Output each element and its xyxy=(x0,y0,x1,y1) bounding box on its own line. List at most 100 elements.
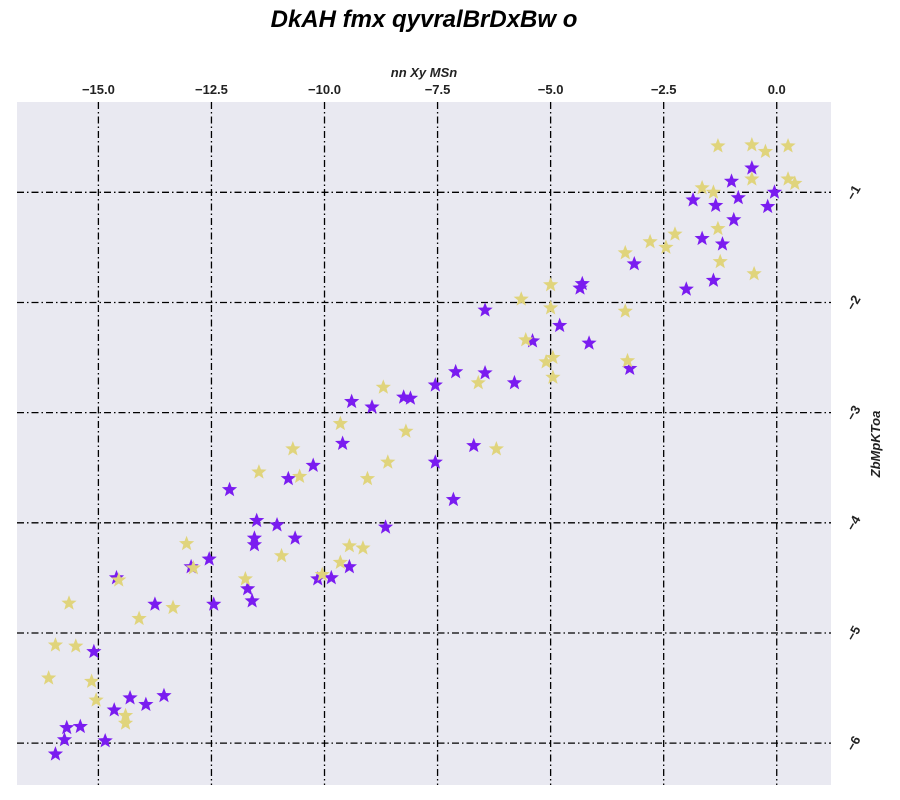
series-2 xyxy=(41,136,803,730)
data-point xyxy=(117,707,134,723)
chart-title: DkAH fmx qyvralBrDxBw o xyxy=(271,6,578,33)
data-point xyxy=(694,230,710,246)
data-point xyxy=(705,184,722,199)
data-point xyxy=(61,595,77,610)
data-point xyxy=(398,423,414,438)
data-point xyxy=(466,437,482,453)
data-point xyxy=(201,551,217,566)
y-axis-label: ZbMpKToa xyxy=(868,411,883,479)
data-point xyxy=(84,673,100,688)
data-point xyxy=(427,454,443,469)
data-points xyxy=(41,136,803,761)
data-point xyxy=(314,566,330,582)
data-point xyxy=(111,572,127,587)
data-point xyxy=(488,441,504,456)
series-1 xyxy=(47,160,783,761)
data-point xyxy=(574,275,590,291)
data-point xyxy=(364,399,380,414)
data-point xyxy=(332,554,348,569)
y-tick-label: −6 xyxy=(843,733,863,753)
data-point xyxy=(545,369,561,384)
data-point xyxy=(787,175,803,190)
data-point xyxy=(572,280,588,295)
data-point xyxy=(757,143,774,159)
data-point xyxy=(244,593,260,608)
data-point xyxy=(744,136,760,152)
data-point xyxy=(86,643,102,659)
data-point xyxy=(667,226,683,241)
data-point xyxy=(341,537,357,553)
x-tick-label: −10.0 xyxy=(308,82,341,97)
x-gridlines xyxy=(97,102,778,785)
data-point xyxy=(56,731,73,747)
data-point xyxy=(341,558,357,574)
data-point xyxy=(678,281,694,296)
data-point xyxy=(477,365,493,380)
data-point xyxy=(344,393,360,409)
x-axis-label: nn Xy MSn xyxy=(391,65,458,80)
data-point xyxy=(710,138,726,153)
data-point xyxy=(545,349,561,365)
data-point xyxy=(524,333,541,348)
data-point xyxy=(305,457,321,472)
y-gridlines xyxy=(17,191,831,744)
data-point xyxy=(334,435,351,450)
data-point xyxy=(538,353,554,369)
data-point xyxy=(642,233,658,249)
data-point xyxy=(402,390,419,405)
data-point xyxy=(59,719,75,735)
data-point xyxy=(617,303,633,318)
data-point xyxy=(626,255,642,271)
x-tick-labels: −15.0 −12.5 −10.0 −7.5 −5.0 −2.5 0.0 xyxy=(82,82,786,97)
data-point xyxy=(658,239,674,254)
y-tick-label: −2 xyxy=(843,293,863,313)
data-point xyxy=(552,317,568,333)
data-point xyxy=(448,363,464,379)
data-point xyxy=(744,171,760,186)
data-point xyxy=(178,535,195,551)
data-point xyxy=(694,179,710,195)
data-point xyxy=(138,696,154,712)
data-point xyxy=(246,536,263,552)
data-point xyxy=(622,360,638,376)
data-point xyxy=(730,189,746,205)
data-point xyxy=(766,184,783,199)
data-point xyxy=(705,272,722,287)
data-point xyxy=(249,512,265,528)
data-point xyxy=(619,352,636,368)
data-point xyxy=(760,198,776,214)
x-tick-label: −2.5 xyxy=(651,82,677,97)
data-point xyxy=(714,236,731,251)
y-tick-label: −4 xyxy=(843,512,864,533)
data-point xyxy=(744,160,760,175)
data-point xyxy=(147,596,163,611)
data-point xyxy=(617,244,633,260)
data-point xyxy=(780,138,796,153)
data-point xyxy=(287,530,303,545)
data-point xyxy=(285,441,301,456)
data-point xyxy=(355,540,371,555)
data-point xyxy=(97,732,113,748)
data-point xyxy=(445,491,461,507)
data-point xyxy=(726,211,742,227)
data-point xyxy=(427,377,443,392)
data-point xyxy=(131,610,147,626)
y-tick-labels: −1 −2 −3 −4 −5 −6 xyxy=(843,182,864,753)
data-point xyxy=(47,637,64,652)
y-tick-label: −1 xyxy=(843,182,863,202)
data-point xyxy=(88,692,104,707)
data-point xyxy=(723,173,740,188)
y-tick-label: −5 xyxy=(843,623,863,643)
data-point xyxy=(470,374,486,390)
data-point xyxy=(280,470,296,486)
data-point xyxy=(518,331,534,347)
data-point xyxy=(332,415,348,431)
y-tick-label: −3 xyxy=(843,403,863,423)
data-point xyxy=(310,571,326,586)
data-point xyxy=(359,470,376,486)
data-point xyxy=(68,638,84,653)
data-point xyxy=(780,171,796,186)
data-point xyxy=(712,253,728,269)
data-point xyxy=(543,276,559,292)
